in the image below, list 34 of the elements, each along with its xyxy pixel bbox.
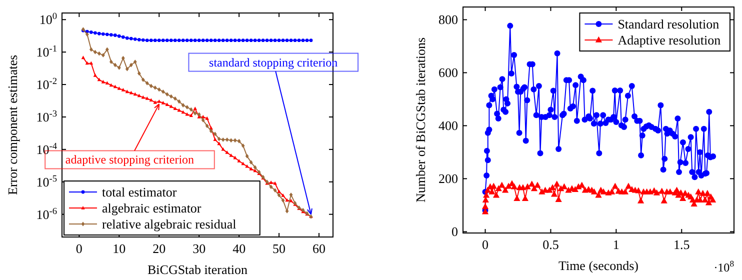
y-tick-label: 10$^{0}$	[39, 12, 58, 28]
legend-label: total estimator	[102, 184, 178, 200]
x-tick-label: 20	[152, 241, 166, 256]
x-tick-label: 0	[482, 237, 489, 252]
x-tick-label: 30	[192, 241, 206, 256]
x-tick-label: 40	[232, 241, 246, 256]
text: ·10$^{8}$	[714, 258, 734, 274]
x-tick-label: 1	[612, 237, 620, 252]
x-tick-label: 1.5	[674, 237, 690, 252]
x-tick-label: 50	[272, 241, 286, 256]
y-tick-label: 600	[438, 65, 458, 80]
y-tick-label: 10$^{-3}$	[36, 109, 58, 124]
x-axis-title: BiCGStab iteration	[147, 262, 248, 277]
x-axis-title: Time (seconds)	[558, 258, 639, 273]
annotation: adaptive stopping criterion	[65, 152, 194, 167]
y-tick-label: 10$^{-1}$	[36, 44, 58, 60]
x-tick-label: 0	[76, 241, 82, 256]
y-axis-title: Error component estimates	[5, 54, 20, 196]
y-axis-title: Number of BiCGStab iterations	[413, 37, 428, 203]
y-tick-label: 400	[438, 118, 458, 134]
y-tick-label: 200	[438, 171, 458, 186]
y-tick-label: 10$^{-4}$	[36, 142, 58, 157]
y-tick-label: 10$^{-5}$	[36, 174, 58, 190]
y-tick-label: 10$^{-2}$	[36, 77, 58, 92]
legend-label: Adaptive resolution	[618, 32, 722, 48]
legend-label: relative algebraic residual	[102, 216, 237, 232]
x-tick-label: 0.5	[542, 237, 559, 252]
legend-label: algebraic estimator	[102, 200, 202, 216]
y-tick-label: 0	[452, 224, 458, 240]
y-tick-label: 800	[438, 12, 458, 28]
legend-label: Standard resolution	[618, 16, 720, 32]
y-tick-label: 10$^{-6}$	[36, 206, 58, 222]
x-tick-label: 60	[312, 241, 326, 256]
x-tick-label: 10	[112, 241, 126, 256]
